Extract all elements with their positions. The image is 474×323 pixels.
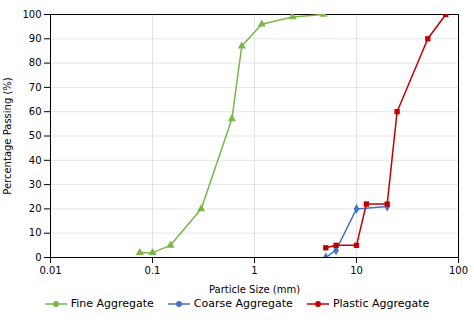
svg-text:0.1: 0.1 [145,265,161,276]
svg-text:60: 60 [29,106,42,117]
svg-text:10: 10 [350,265,363,276]
svg-text:Particle Size (mm): Particle Size (mm) [209,284,300,295]
svg-text:100: 100 [449,265,468,276]
svg-text:1: 1 [251,265,257,276]
svg-text:10: 10 [29,227,42,238]
svg-text:20: 20 [29,203,42,214]
svg-text:80: 80 [29,57,42,68]
svg-text:0.01: 0.01 [39,265,61,276]
svg-text:70: 70 [29,82,42,93]
svg-text:90: 90 [29,33,42,44]
html-text:Plastic Aggregate: Plastic Aggregate [332,297,430,310]
svg-text:Percentage Passing (%): Percentage Passing (%) [2,77,13,195]
html-text:Fine Aggregate: Fine Aggregate [70,297,154,310]
svg-text:0: 0 [35,252,41,263]
svg-text:50: 50 [29,130,42,141]
html-text:Coarse Aggregate: Coarse Aggregate [193,297,293,310]
svg-text:40: 40 [29,155,42,166]
svg-text:30: 30 [29,179,42,190]
svg-text:100: 100 [22,9,41,20]
